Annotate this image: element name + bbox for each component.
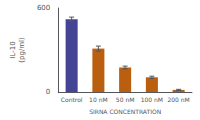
- svg-text:50 nM: 50 nM: [116, 96, 135, 103]
- svg-text:100 nM: 100 nM: [141, 96, 163, 103]
- svg-text:600: 600: [37, 4, 50, 12]
- svg-text:SIRNA CONCENTRATION: SIRNA CONCENTRATION: [89, 108, 161, 115]
- svg-text:Control: Control: [61, 96, 83, 103]
- svg-text:200 nM: 200 nM: [167, 96, 189, 103]
- svg-text:IL-10: IL-10: [9, 41, 17, 58]
- svg-text:10 nM: 10 nM: [89, 96, 108, 103]
- svg-text:0: 0: [46, 88, 50, 96]
- svg-text:(pg/ml): (pg/ml): [18, 37, 26, 63]
